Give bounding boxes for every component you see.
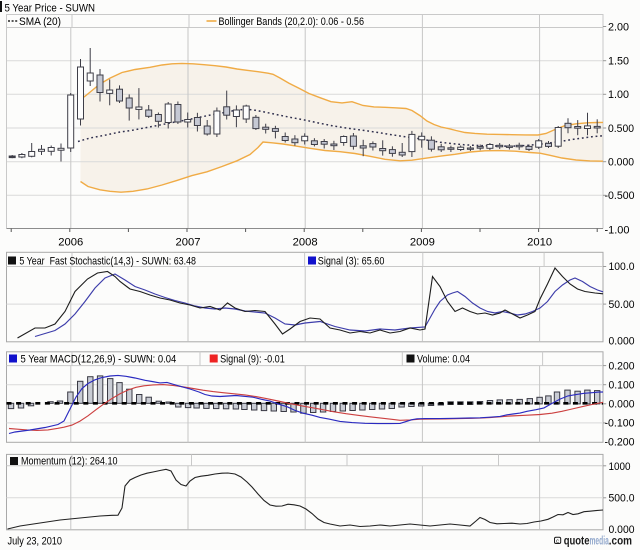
svg-text:5 Year MACD(12,26,9) - SUWN: 0: 5 Year MACD(12,26,9) - SUWN: 0.04: [21, 354, 177, 366]
svg-text:1.50: 1.50: [608, 56, 629, 68]
svg-text:0.200: 0.200: [609, 360, 635, 372]
svg-text:Volume: 0.04: Volume: 0.04: [417, 354, 470, 366]
svg-text:2.00: 2.00: [608, 21, 629, 33]
svg-text:100.0: 100.0: [609, 261, 635, 273]
svg-text:5 Year Fast Stochastic(14,3): 5 Year Fast Stochastic(14,3) - SUWN: 63.…: [19, 256, 196, 268]
svg-text:500.0: 500.0: [609, 493, 635, 505]
svg-text:2008: 2008: [293, 237, 318, 249]
svg-text:quote: quote: [564, 535, 590, 547]
svg-text:2010: 2010: [527, 237, 552, 249]
svg-text:SMA (20): SMA (20): [19, 16, 61, 28]
svg-text:Momentum (12): 264.10: Momentum (12): 264.10: [21, 456, 118, 468]
svg-text:5 Year Price - SUWN: 5 Year Price - SUWN: [5, 3, 96, 15]
svg-text:-0.200: -0.200: [605, 436, 635, 448]
svg-text:c: c: [556, 539, 559, 545]
svg-text:2006: 2006: [58, 237, 83, 249]
svg-text:0.500: 0.500: [608, 123, 634, 135]
svg-text:0.000: 0.000: [609, 524, 635, 536]
svg-text:0.100: 0.100: [609, 380, 635, 392]
svg-text:50.00: 50.00: [609, 299, 635, 311]
svg-text:.com: .com: [609, 535, 632, 547]
svg-text:media: media: [590, 535, 610, 547]
svg-text:July 23, 2010: July 23, 2010: [8, 536, 63, 548]
svg-text:1.00: 1.00: [608, 89, 629, 101]
svg-text:2007: 2007: [176, 237, 201, 249]
svg-text:0.000: 0.000: [609, 399, 635, 411]
svg-text:1000: 1000: [609, 461, 631, 473]
svg-text:2009: 2009: [410, 237, 435, 249]
svg-text:Bollinger Bands (20,2.0): 0.06: Bollinger Bands (20,2.0): 0.06 - 0.56: [219, 16, 365, 28]
svg-text:Signal (3): 65.60: Signal (3): 65.60: [318, 256, 385, 268]
svg-text:Signal (9): -0.01: Signal (9): -0.01: [220, 354, 285, 366]
svg-text:0.000: 0.000: [609, 335, 635, 347]
svg-text:-0.500: -0.500: [605, 190, 635, 202]
svg-text:-1.00: -1.00: [605, 224, 630, 236]
svg-text:0.000: 0.000: [608, 157, 634, 169]
svg-text:-0.100: -0.100: [605, 418, 635, 430]
